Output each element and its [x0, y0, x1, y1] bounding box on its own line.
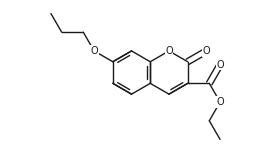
Text: O: O	[165, 46, 173, 56]
Text: O: O	[216, 97, 224, 107]
Text: O: O	[90, 46, 98, 56]
Text: O: O	[216, 60, 224, 70]
Text: O: O	[203, 46, 210, 56]
